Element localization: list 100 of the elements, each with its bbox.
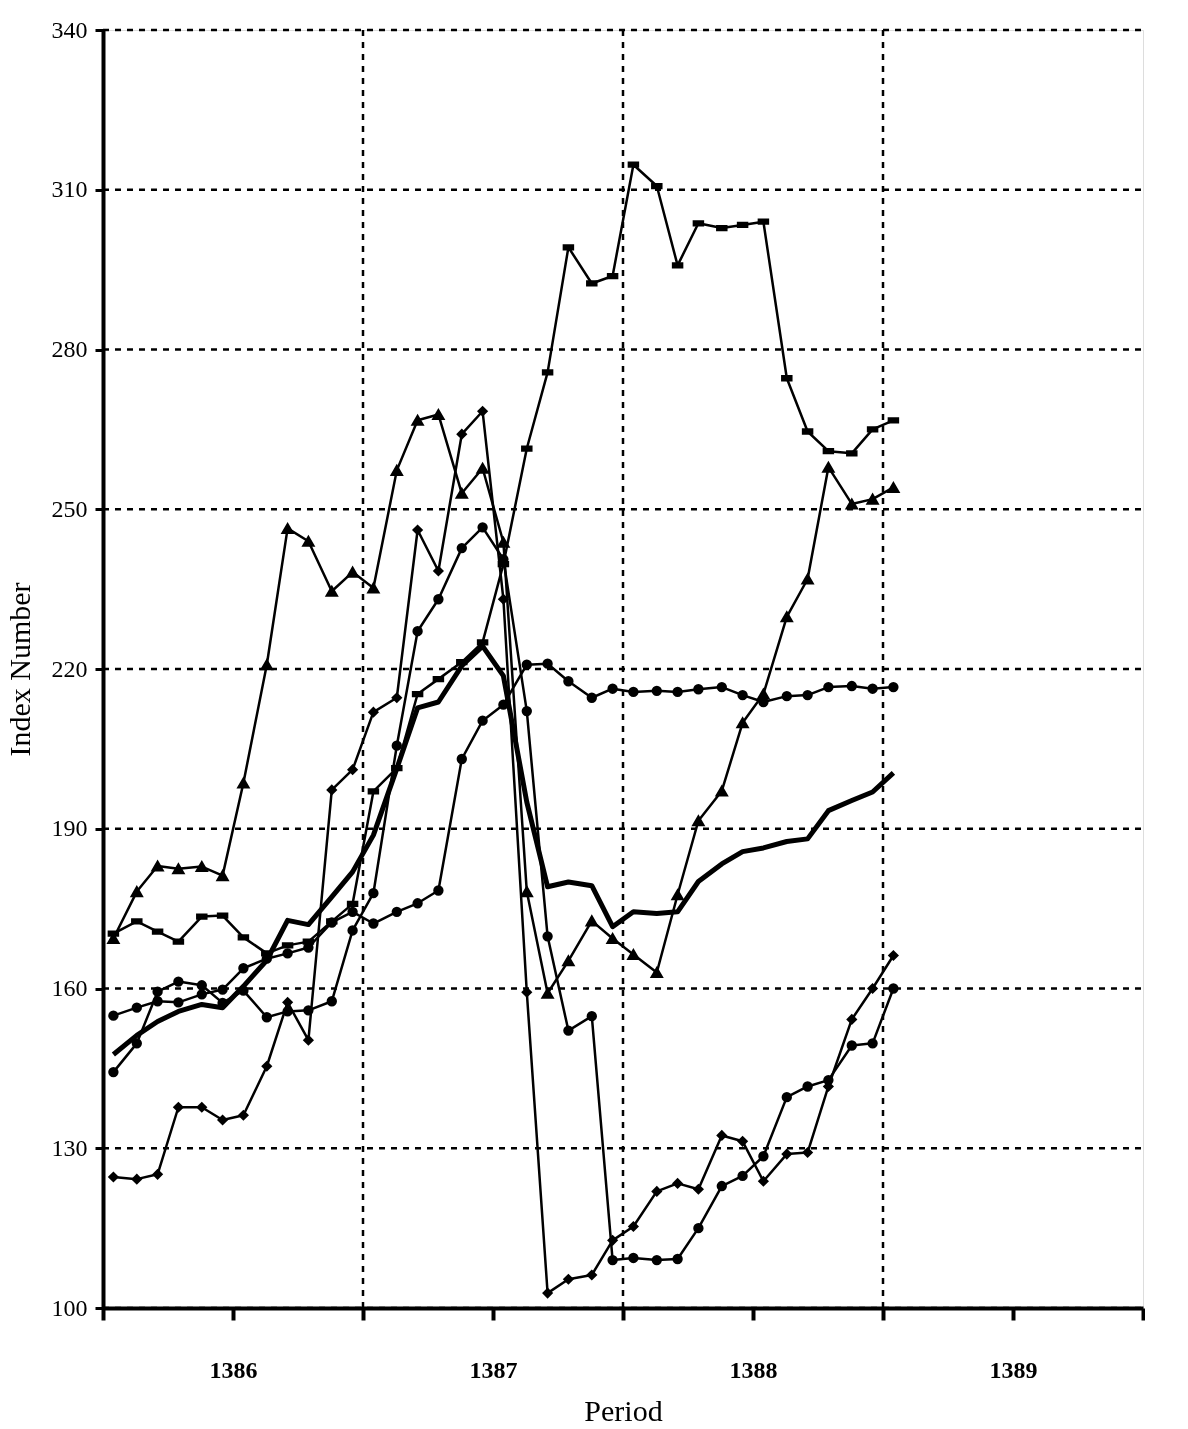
point — [651, 685, 662, 697]
point — [498, 594, 509, 605]
point — [432, 408, 445, 421]
point — [196, 980, 207, 991]
point — [302, 535, 315, 547]
point — [152, 986, 163, 997]
point — [562, 955, 575, 967]
point — [563, 1274, 574, 1285]
x-tick-label: 1388 — [729, 1356, 778, 1383]
point — [108, 1171, 119, 1183]
point — [261, 1012, 272, 1023]
point — [477, 522, 488, 533]
point — [867, 1038, 878, 1049]
y-tick-label: 160 — [51, 975, 88, 1001]
point — [888, 950, 899, 961]
point — [586, 692, 597, 703]
point — [607, 1254, 618, 1266]
point — [846, 1040, 857, 1051]
point — [391, 740, 402, 751]
point — [152, 1169, 163, 1180]
point — [758, 1176, 769, 1187]
point — [542, 931, 553, 942]
point — [521, 705, 532, 717]
point — [758, 1151, 769, 1162]
point — [846, 1014, 857, 1025]
point — [433, 885, 444, 896]
point — [282, 948, 293, 959]
point — [347, 925, 358, 936]
point — [217, 1114, 228, 1126]
point — [237, 777, 250, 789]
point — [541, 987, 554, 999]
point — [781, 1091, 792, 1103]
point — [672, 686, 683, 698]
point — [585, 915, 599, 927]
point — [108, 1066, 119, 1078]
point — [108, 1010, 119, 1021]
point — [368, 706, 379, 718]
point — [412, 524, 423, 536]
point — [411, 414, 424, 426]
point — [780, 611, 794, 623]
point — [521, 659, 532, 670]
y-tick-label: 340 — [51, 16, 88, 43]
point — [781, 690, 792, 702]
y-tick-label: 130 — [51, 1134, 88, 1161]
point — [131, 1002, 142, 1013]
point — [282, 997, 293, 1008]
point — [628, 1252, 639, 1264]
point — [238, 1110, 249, 1121]
point — [195, 861, 209, 873]
point — [693, 1222, 704, 1234]
point — [238, 985, 249, 996]
point — [716, 1130, 727, 1141]
point — [476, 462, 489, 474]
point — [736, 717, 749, 729]
point — [737, 689, 748, 701]
point — [737, 1170, 748, 1182]
point — [716, 1180, 727, 1192]
point — [520, 886, 534, 898]
y-tick-label: 100 — [51, 1294, 88, 1321]
point — [477, 715, 488, 726]
point — [563, 676, 574, 687]
point — [692, 815, 705, 827]
point — [607, 683, 618, 694]
point — [822, 461, 835, 473]
point — [845, 498, 859, 510]
point — [173, 997, 184, 1008]
point — [368, 918, 379, 929]
point — [347, 764, 358, 775]
point — [131, 1173, 142, 1185]
point — [586, 1269, 597, 1281]
point — [412, 626, 423, 637]
point — [456, 428, 467, 440]
point — [606, 932, 619, 944]
point — [628, 686, 639, 698]
point — [390, 464, 404, 476]
x-tick-label: 1386 — [209, 1356, 258, 1383]
point — [433, 594, 444, 605]
point — [542, 1287, 553, 1299]
point — [542, 658, 553, 669]
point — [672, 1178, 683, 1189]
point — [477, 406, 488, 417]
point — [347, 906, 358, 917]
point — [367, 582, 380, 594]
point — [172, 863, 185, 875]
point — [846, 680, 857, 692]
x-tick-label: 1389 — [989, 1356, 1038, 1383]
point — [888, 983, 899, 994]
x-tick-label: 1387 — [469, 1356, 518, 1383]
point — [131, 1038, 142, 1049]
point — [781, 1148, 792, 1160]
point — [326, 996, 337, 1007]
point — [651, 1186, 662, 1197]
point — [888, 681, 899, 693]
y-tick-label: 280 — [51, 336, 88, 362]
point — [152, 996, 163, 1007]
point — [281, 522, 294, 534]
point — [130, 886, 144, 898]
point — [737, 1136, 748, 1147]
point — [456, 753, 467, 765]
point — [693, 1184, 704, 1195]
